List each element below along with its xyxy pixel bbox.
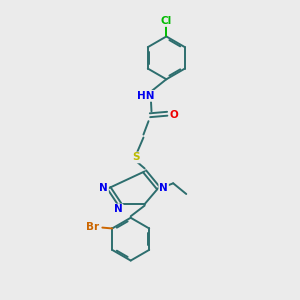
Text: O: O bbox=[170, 110, 178, 120]
Text: N: N bbox=[114, 204, 123, 214]
Text: Br: Br bbox=[86, 222, 99, 232]
Text: Cl: Cl bbox=[161, 16, 172, 26]
Text: S: S bbox=[132, 152, 140, 162]
Text: N: N bbox=[99, 183, 108, 193]
Text: HN: HN bbox=[137, 91, 154, 101]
Text: N: N bbox=[159, 183, 168, 193]
